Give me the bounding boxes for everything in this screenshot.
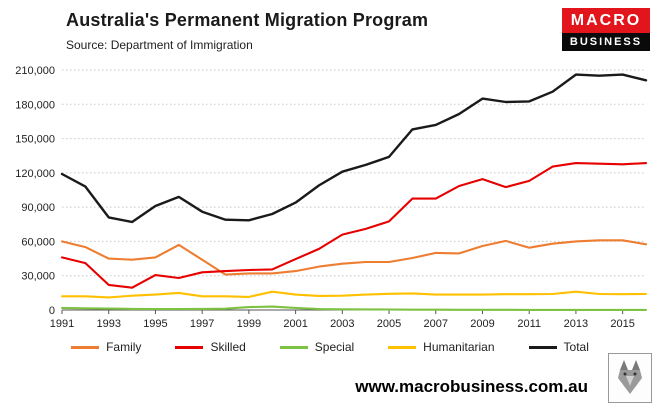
y-axis-tick-label: 30,000 — [21, 271, 55, 283]
series-line-special — [60, 305, 648, 311]
legend-item-skilled: Skilled — [175, 340, 246, 354]
legend-label-total: Total — [563, 340, 589, 354]
logo-business-text: BUSINESS — [562, 33, 650, 51]
family-line-swatch — [71, 345, 100, 349]
x-axis-tick-label: 1993 — [96, 318, 120, 330]
y-axis-tick-label: 60,000 — [21, 236, 55, 248]
chart-legend: Family Skilled Special Humanitarian Tota… — [0, 340, 660, 354]
y-axis-tick-label: 0 — [49, 305, 55, 317]
x-axis-tick-label: 2003 — [330, 318, 354, 330]
legend-item-total: Total — [528, 340, 589, 354]
x-axis-tick-label: 2009 — [470, 318, 494, 330]
y-axis-tick-label: 210,000 — [15, 65, 55, 77]
total-line-swatch — [528, 345, 557, 349]
wolf-logo — [608, 353, 652, 403]
series-line-humanitarian — [60, 290, 648, 299]
series-line-skilled — [60, 162, 648, 289]
legend-label-family: Family — [106, 340, 142, 354]
page-title: Australia's Permanent Migration Program — [66, 10, 429, 30]
x-axis-tick-label: 1991 — [50, 318, 74, 330]
legend-label-humanitarian: Humanitarian — [423, 340, 495, 354]
legend-label-skilled: Skilled — [210, 340, 246, 354]
website-url: www.macrobusiness.com.au — [355, 377, 588, 396]
x-axis-tick-label: 2015 — [610, 318, 634, 330]
humanitarian-line-swatch — [388, 345, 417, 349]
skilled-line-swatch — [175, 345, 204, 349]
macrobusiness-logo: MACRO BUSINESS — [562, 8, 650, 51]
series-line-total — [60, 73, 648, 224]
x-axis-tick-label: 2005 — [377, 318, 401, 330]
legend-item-humanitarian: Humanitarian — [388, 340, 495, 354]
x-axis-tick-label: 1995 — [143, 318, 167, 330]
x-axis-tick-label: 2001 — [283, 318, 307, 330]
legend-item-family: Family — [71, 340, 141, 354]
x-axis-tick-label: 2013 — [564, 318, 588, 330]
legend-item-special: Special — [279, 340, 355, 354]
migration-line-chart: 0 30,000 60,000 90,000 120,000 150,000 180,000… — [15, 65, 648, 330]
special-line-swatch — [279, 345, 308, 349]
x-axis-tick-label: 1997 — [190, 318, 214, 330]
x-axis-tick-label: 2007 — [424, 318, 448, 330]
chart-source-subtitle: Source: Department of Immigration — [66, 38, 253, 52]
logo-macro-text: MACRO — [562, 8, 650, 33]
y-axis-tick-label: 150,000 — [15, 134, 55, 146]
x-axis-tick-label: 1999 — [237, 318, 261, 330]
y-axis-tick-label: 180,000 — [15, 99, 55, 111]
y-axis-tick-label: 90,000 — [21, 202, 55, 214]
legend-label-special: Special — [314, 340, 355, 354]
wolf-icon — [618, 360, 642, 394]
y-axis-tick-label: 120,000 — [15, 168, 55, 180]
x-axis-tick-label: 2011 — [517, 318, 541, 330]
series-line-family — [60, 239, 648, 276]
